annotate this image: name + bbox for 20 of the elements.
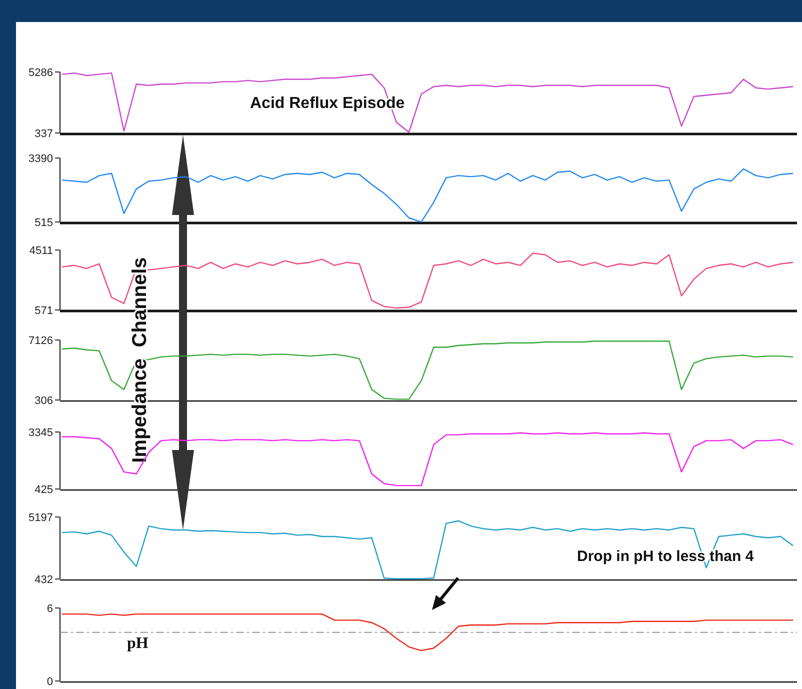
y-tick-label: 5286 xyxy=(28,66,53,79)
y-tick-label: 6 xyxy=(46,602,53,615)
annotation: pH xyxy=(127,635,149,652)
line-series xyxy=(61,168,794,222)
annotation: Impedance Channels xyxy=(129,257,151,463)
y-tick-label: 3345 xyxy=(28,426,53,439)
y-tick-label: 7126 xyxy=(28,334,53,347)
y-tick-label: 5197 xyxy=(28,512,53,524)
y-tick-label: 571 xyxy=(34,304,53,317)
line-series xyxy=(61,520,794,580)
y-tick-label: 515 xyxy=(34,216,53,229)
y-tick-label: 306 xyxy=(34,394,53,407)
y-tick-label: 4511 xyxy=(29,244,53,257)
y-tick-label: 337 xyxy=(34,128,53,140)
y-tick-label: 0 xyxy=(46,676,53,688)
line-series xyxy=(61,613,794,652)
y-tick-label: 425 xyxy=(34,484,53,496)
y-tick-label: 432 xyxy=(34,574,53,586)
y-tick-label: 3390 xyxy=(28,152,53,165)
line-series xyxy=(61,72,794,133)
